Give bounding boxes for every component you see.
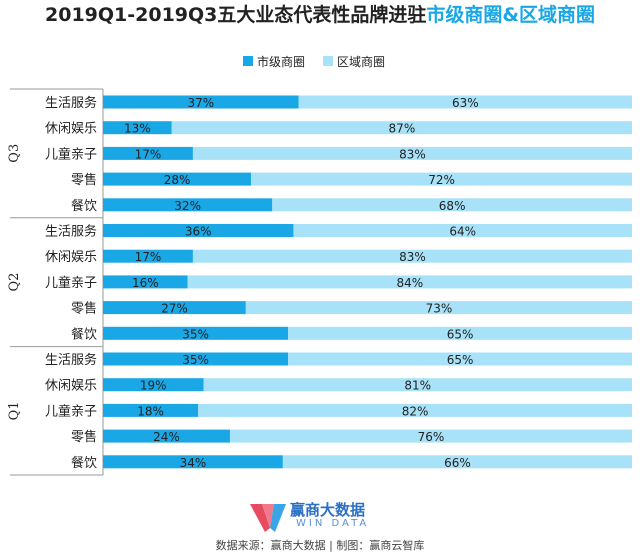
data-label-region: 81%	[404, 379, 431, 393]
data-label-region: 87%	[389, 122, 416, 136]
chart-labels: 生活服务 37% 63% 休闲娱乐 13% 87% 儿童亲子 17% 83% 零售 28% 72% 餐饮…	[45, 95, 479, 471]
bar-region	[187, 275, 632, 289]
bar-city	[103, 301, 246, 315]
bar-city	[103, 146, 193, 160]
data-label-region: 76%	[418, 430, 445, 444]
bar-region	[293, 224, 632, 237]
legend-swatch	[323, 56, 333, 66]
data-label-region: 83%	[399, 250, 426, 264]
bar-region	[251, 172, 632, 186]
win-data-logo-icon	[250, 504, 286, 532]
bar-region	[288, 352, 632, 366]
data-label-city: 16%	[132, 276, 159, 290]
data-label-city: 36%	[185, 225, 212, 239]
bar-region	[288, 326, 632, 340]
title-main: 2019Q1-2019Q3五大业态代表性品牌进驻	[45, 4, 427, 26]
data-label-region: 83%	[399, 147, 426, 161]
bar-city	[103, 429, 230, 443]
bar-region	[282, 455, 632, 469]
quarter-label: Q2	[7, 273, 22, 292]
data-label-region: 63%	[452, 96, 479, 110]
bar-city	[103, 378, 204, 392]
data-label-city: 27%	[161, 302, 188, 316]
category-label: 餐饮	[71, 455, 97, 471]
bar-city	[103, 172, 252, 186]
bar-city	[103, 275, 188, 289]
bar-region	[229, 429, 632, 443]
data-label-city: 17%	[135, 147, 162, 161]
chart-title: 2019Q1-2019Q3五大业态代表性品牌进驻市级商圈&区域商圈	[0, 0, 640, 30]
data-label-city: 28%	[164, 173, 191, 187]
bar-city	[103, 352, 289, 366]
bar-region	[192, 146, 632, 160]
legend-label: 市级商圈	[257, 54, 305, 69]
chart-bars	[103, 95, 632, 469]
category-label: 生活服务	[45, 352, 97, 368]
bar-region	[203, 378, 632, 392]
category-label: 零售	[71, 301, 97, 317]
data-label-region: 68%	[439, 199, 466, 213]
bar-city	[103, 224, 294, 237]
data-label-region: 82%	[402, 404, 429, 418]
data-label-region: 65%	[447, 327, 474, 341]
data-label-city: 35%	[182, 353, 209, 367]
data-label-city: 32%	[174, 199, 201, 213]
data-label-city: 17%	[135, 250, 162, 264]
data-label-city: 18%	[137, 404, 164, 418]
data-label-city: 13%	[124, 122, 151, 136]
category-label: 休闲娱乐	[45, 250, 97, 265]
logo-name: 赢商大数据	[290, 501, 366, 519]
quarter-label: Q3	[7, 144, 22, 163]
bar-city	[103, 121, 172, 135]
category-label: 零售	[71, 172, 97, 188]
category-label: 儿童亲子	[45, 146, 97, 162]
data-label-region: 84%	[396, 276, 423, 290]
category-label: 餐饮	[71, 326, 97, 342]
bar-city	[103, 403, 199, 417]
bar-region	[198, 403, 632, 417]
bar-region	[245, 301, 632, 315]
bar-city	[103, 249, 193, 263]
category-label: 儿童亲子	[45, 403, 97, 419]
source-note: 数据来源：赢商大数据 | 制图：赢商云智库	[215, 539, 425, 552]
category-label: 生活服务	[45, 224, 97, 240]
data-label-region: 66%	[444, 456, 471, 470]
bar-city	[103, 198, 273, 212]
bar-region	[171, 121, 632, 135]
category-label: 零售	[71, 429, 97, 445]
category-label: 休闲娱乐	[45, 122, 97, 137]
quarter-label: Q1	[7, 401, 22, 420]
bar-city	[103, 455, 283, 469]
data-label-city: 19%	[140, 379, 167, 393]
title-highlight: 市级商圈&区域商圈	[426, 4, 595, 26]
data-label-city: 34%	[180, 456, 207, 470]
data-label-region: 65%	[447, 353, 474, 367]
category-label: 餐饮	[71, 198, 97, 214]
data-label-region: 72%	[428, 173, 455, 187]
data-label-region: 73%	[426, 302, 453, 316]
bar-city	[103, 95, 299, 109]
bar-region	[192, 249, 632, 263]
bar-region	[298, 95, 632, 109]
category-label: 儿童亲子	[45, 275, 97, 291]
data-label-city: 24%	[153, 430, 180, 444]
category-label: 生活服务	[45, 95, 97, 111]
logo-subtitle: WIN DATA	[296, 518, 370, 529]
category-label: 休闲娱乐	[45, 379, 97, 394]
legend-label: 区域商圈	[337, 54, 385, 69]
legend-swatch	[243, 56, 253, 66]
data-label-region: 64%	[449, 225, 476, 239]
data-label-city: 35%	[182, 327, 209, 341]
legend: 市级商圈 区域商圈	[243, 54, 385, 69]
bar-city	[103, 326, 289, 340]
data-label-city: 37%	[188, 96, 215, 110]
bar-region	[272, 198, 632, 212]
